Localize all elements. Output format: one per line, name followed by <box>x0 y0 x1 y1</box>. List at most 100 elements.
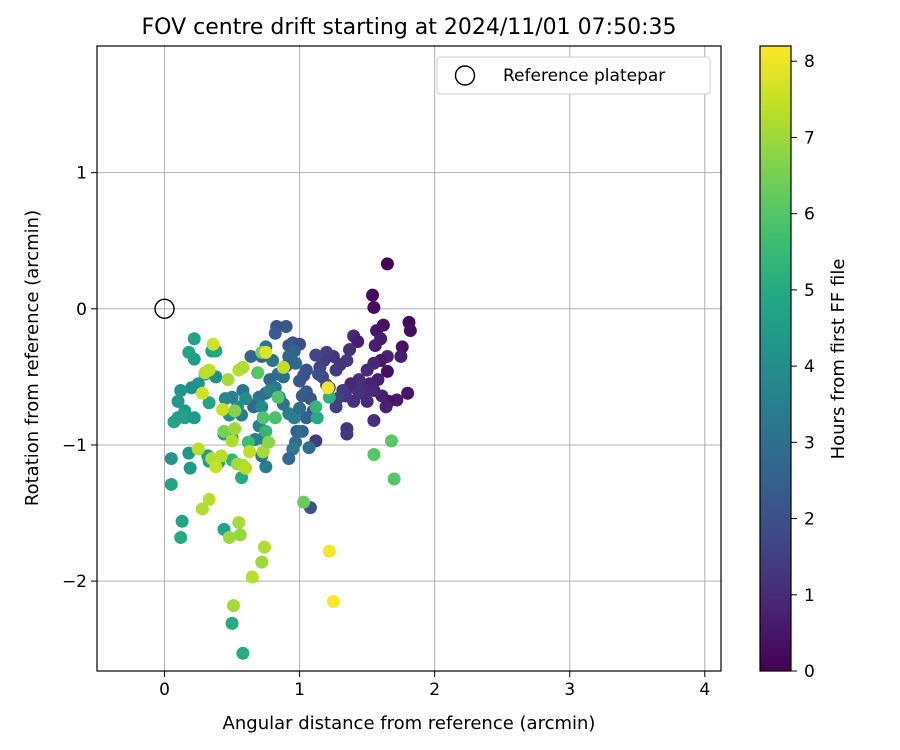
x-tick-label: 4 <box>699 680 710 700</box>
colorbar-frame <box>759 45 792 672</box>
data-point <box>239 461 253 475</box>
data-point <box>236 646 250 660</box>
data-point <box>175 514 189 528</box>
colorbar-gradient <box>760 46 791 671</box>
data-point <box>195 386 209 400</box>
data-point <box>226 599 240 613</box>
data-point <box>309 400 323 414</box>
colorbar-tick-label: 8 <box>804 52 815 72</box>
data-point <box>312 367 326 381</box>
data-point <box>209 460 223 474</box>
data-point <box>256 411 270 425</box>
data-point <box>257 540 271 554</box>
data-point <box>174 531 188 545</box>
data-point <box>343 343 357 357</box>
data-point <box>217 424 231 438</box>
data-point <box>384 434 398 448</box>
data-point <box>329 363 343 377</box>
data-point <box>268 326 282 340</box>
data-point <box>259 424 273 438</box>
colorbar-tick-label: 3 <box>804 433 815 453</box>
data-point <box>178 411 192 425</box>
reference-marker <box>154 298 175 319</box>
data-point <box>228 422 242 436</box>
data-point <box>239 392 253 406</box>
y-axis-ticks: −2 −1 0 1 <box>62 164 97 592</box>
y-tick-label: −2 <box>62 572 87 592</box>
data-point <box>282 452 296 466</box>
data-point <box>243 445 257 459</box>
data-point <box>322 544 336 558</box>
data-point <box>380 257 394 271</box>
legend-box <box>436 56 711 95</box>
data-point <box>183 461 197 475</box>
data-point <box>228 404 242 418</box>
data-point <box>256 445 270 459</box>
x-axis-ticks: 0 1 2 3 4 <box>159 671 710 700</box>
data-point <box>232 516 246 530</box>
colorbar-tick-label: 5 <box>804 281 815 301</box>
data-point <box>187 411 201 425</box>
data-point <box>268 411 282 425</box>
data-point <box>202 492 216 506</box>
data-point <box>241 435 255 449</box>
chart-title: FOV centre drift starting at 2024/11/01 … <box>142 15 677 40</box>
data-point <box>222 531 236 545</box>
data-point <box>279 320 293 334</box>
colorbar-label: Hours from first FF file <box>828 259 849 460</box>
data-point <box>174 383 188 397</box>
x-tick-label: 1 <box>294 680 305 700</box>
data-point <box>366 288 380 302</box>
data-point <box>164 452 178 466</box>
data-point <box>310 411 324 425</box>
data-point <box>322 390 336 404</box>
legend: Reference platepar <box>436 56 711 95</box>
data-point <box>329 400 343 414</box>
colorbar-tick-label: 1 <box>804 586 815 606</box>
data-point <box>255 555 269 569</box>
data-point <box>244 349 258 363</box>
colorbar-tick-label: 7 <box>804 128 815 148</box>
data-point <box>218 392 232 406</box>
data-point <box>164 477 178 491</box>
x-tick-label: 3 <box>564 680 575 700</box>
colorbar-tick-label: 6 <box>804 205 815 225</box>
data-point <box>191 442 205 456</box>
data-point <box>287 411 301 425</box>
data-point <box>321 381 335 395</box>
legend-marker-icon <box>454 65 476 86</box>
data-point <box>367 447 381 461</box>
scatter-points <box>164 257 417 660</box>
data-point <box>309 348 323 362</box>
data-point <box>340 427 354 441</box>
data-point <box>360 363 374 377</box>
colorbar-ticks: 0 1 2 3 4 5 6 7 8 <box>791 52 815 682</box>
data-point <box>225 616 239 630</box>
data-point <box>259 460 273 474</box>
data-point <box>262 435 276 449</box>
data-point <box>379 400 393 414</box>
data-point <box>387 472 401 486</box>
data-point <box>206 337 220 351</box>
data-point <box>185 381 199 395</box>
data-point <box>187 332 201 346</box>
colorbar-tick-label: 2 <box>804 510 815 530</box>
data-point <box>302 441 316 455</box>
data-point <box>216 403 230 417</box>
data-point <box>233 528 247 542</box>
data-point <box>187 352 201 366</box>
data-point <box>276 360 290 374</box>
data-point <box>367 413 381 427</box>
data-point <box>225 434 239 448</box>
data-point <box>167 415 181 429</box>
data-point <box>299 411 313 425</box>
data-point <box>214 449 228 463</box>
data-point <box>245 570 259 584</box>
data-point <box>171 394 185 408</box>
y-axis-label: Rotation from reference (arcmin) <box>22 210 43 506</box>
reference-platepar-point <box>154 298 175 319</box>
colorbar-tick-label: 0 <box>804 662 815 682</box>
data-point <box>202 363 216 377</box>
